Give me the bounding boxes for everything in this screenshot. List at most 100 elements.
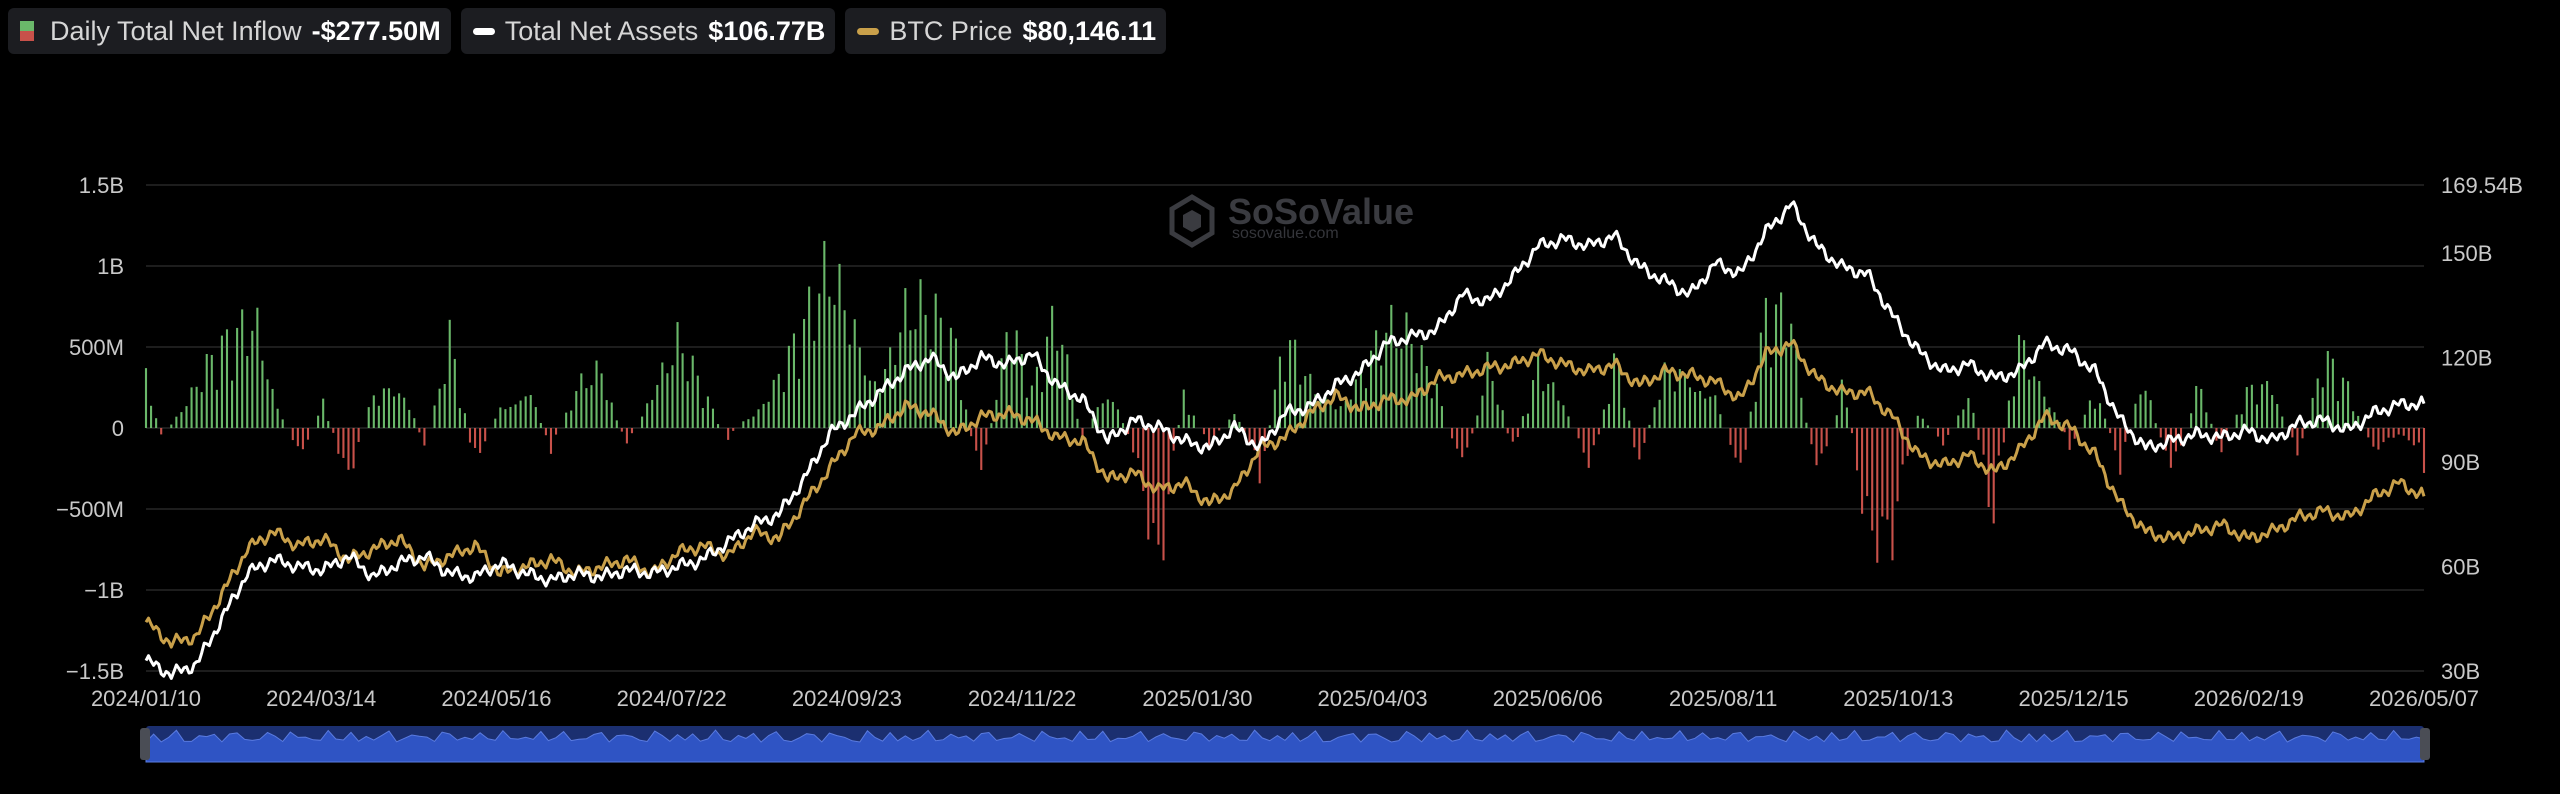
- inflow-bar: [1299, 384, 1302, 428]
- inflow-bar: [2093, 408, 2097, 428]
- inflow-bar: [1602, 409, 1605, 428]
- inflow-bar: [909, 330, 912, 428]
- inflow-bar: [965, 409, 968, 428]
- inflow-bar: [747, 419, 750, 428]
- inflow-bar: [1861, 428, 1864, 514]
- inflow-bar: [1683, 373, 1686, 428]
- inflow-bar: [732, 428, 735, 431]
- inflow-bar: [1810, 428, 1813, 445]
- inflow-bar: [1840, 379, 1843, 428]
- inflow-bar: [514, 404, 517, 428]
- inflow-bar: [641, 416, 644, 428]
- inflow-bar: [2017, 334, 2021, 428]
- inflow-bar: [1314, 394, 1317, 428]
- inflow-bar: [813, 340, 816, 428]
- inflow-bar: [2260, 384, 2264, 428]
- inflow-bar: [549, 428, 553, 454]
- inflow-bar: [1891, 428, 1894, 561]
- inflow-bar: [367, 407, 370, 428]
- inflow-bar: [2012, 396, 2016, 428]
- inflow-bar: [1106, 399, 1109, 428]
- inflow-bar: [929, 349, 932, 428]
- inflow-bar: [1633, 428, 1636, 448]
- inflow-bar: [2154, 423, 2157, 428]
- inflow-bar: [2053, 412, 2056, 428]
- inflow-bar: [706, 396, 709, 428]
- inflow-bar: [144, 368, 148, 428]
- inflow-bar: [1187, 414, 1190, 428]
- legend-item-btc[interactable]: BTC Price $80,146.11: [845, 8, 1167, 54]
- inflow-bar: [575, 391, 578, 428]
- range-navigator[interactable]: [140, 726, 2430, 763]
- inflow-bar: [1142, 428, 1145, 492]
- inflow-bar: [1714, 395, 1717, 428]
- inflow-bar: [2033, 376, 2036, 428]
- left-tick-label: 0: [112, 416, 124, 441]
- inflow-bar: [823, 240, 826, 428]
- inflow-bar: [539, 423, 542, 428]
- inflow-bar: [818, 293, 821, 428]
- inflow-bar: [1329, 403, 1332, 428]
- inflow-bar: [1253, 428, 1256, 451]
- line-series-icon: [472, 27, 495, 35]
- inflow-bar: [1754, 401, 1757, 428]
- inflow-bar: [468, 428, 472, 443]
- inflow-bar: [479, 428, 482, 453]
- navigator-right-handle[interactable]: [2420, 728, 2430, 760]
- inflow-bar: [332, 428, 335, 433]
- inflow-bar: [1957, 415, 1960, 428]
- inflow-bar: [959, 400, 963, 428]
- inflow-bar: [2266, 381, 2269, 428]
- inflow-bar: [797, 378, 801, 428]
- inflow-bar: [175, 416, 178, 428]
- inflow-bar: [1020, 354, 1023, 428]
- inflow-bar: [1942, 428, 1945, 446]
- inflow-bar: [595, 360, 598, 428]
- inflow-bar: [2002, 428, 2005, 443]
- price-lines: [144, 200, 2426, 680]
- inflow-bar: [1521, 416, 1524, 428]
- inflow-bar: [1324, 393, 1327, 428]
- inflow-bar: [1228, 419, 1231, 428]
- inflow-bar: [519, 400, 522, 428]
- inflow-bar: [742, 421, 745, 428]
- legend-inflow-value: -$277.50M: [311, 15, 441, 46]
- inflow-bars: [144, 240, 2426, 563]
- inflow-bar: [205, 354, 208, 428]
- inflow-bar: [1071, 399, 1074, 428]
- inflow-bar: [2023, 340, 2026, 428]
- inflow-bar: [2124, 428, 2127, 442]
- inflow-bar: [1420, 345, 1423, 428]
- inflow-bar: [1000, 358, 1003, 428]
- legend-item-inflow[interactable]: Daily Total Net Inflow -$277.50M: [8, 8, 451, 54]
- inflow-bar: [1167, 428, 1170, 495]
- right-tick-label: 60B: [2441, 555, 2480, 580]
- legend-item-assets[interactable]: Total Net Assets $106.77B: [460, 8, 836, 54]
- inflow-bar: [504, 409, 507, 428]
- inflow-bar: [2250, 384, 2253, 428]
- inflow-bar: [1531, 380, 1535, 428]
- inflow-bar: [392, 396, 396, 428]
- inflow-bar: [1729, 428, 1732, 445]
- inflow-bar: [1111, 401, 1114, 428]
- inflow-bar: [1278, 356, 1281, 428]
- navigator-left-handle[interactable]: [140, 728, 150, 760]
- inflow-bar: [777, 373, 780, 428]
- inflow-bar: [1982, 428, 1985, 455]
- inflow-bar: [1461, 428, 1464, 458]
- inflow-bar: [838, 263, 841, 428]
- inflow-bar: [453, 358, 456, 428]
- inflow-bar: [1673, 391, 1676, 428]
- inflow-bar: [1547, 383, 1550, 428]
- inflow-bar: [787, 345, 790, 428]
- inflow-bar: [1850, 428, 1854, 434]
- inflow-bar: [2063, 428, 2066, 433]
- inflow-bar: [656, 384, 659, 428]
- inflow-bar: [1795, 349, 1798, 428]
- inflow-bar: [570, 410, 573, 428]
- inflow-bar: [2412, 428, 2415, 446]
- inflow-bar: [919, 279, 922, 428]
- inflow-bar: [529, 395, 532, 428]
- inflow-bar: [1005, 332, 1008, 428]
